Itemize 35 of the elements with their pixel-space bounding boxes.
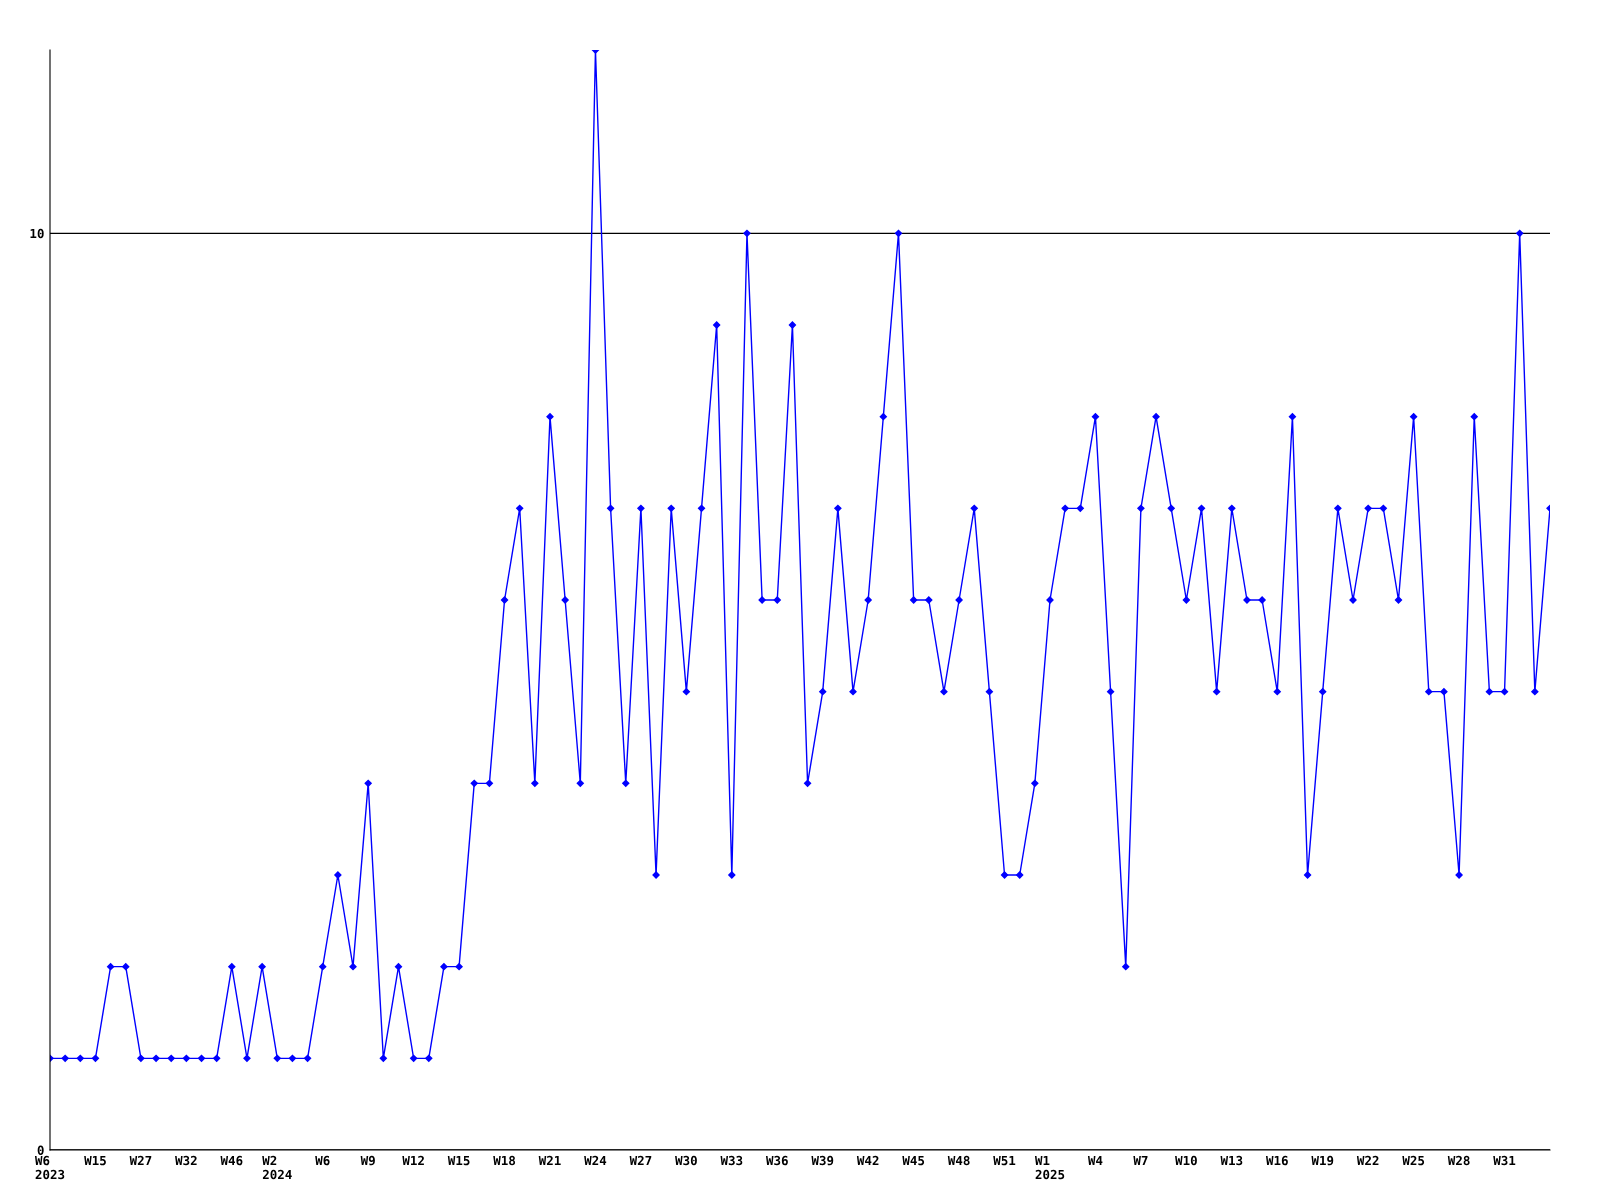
x-tick-label: W7 bbox=[1133, 1155, 1148, 1166]
x-tick-label: W27 bbox=[629, 1155, 652, 1166]
y-tick-label: 0 bbox=[37, 1145, 44, 1155]
x-tick-label: W6 bbox=[315, 1155, 330, 1166]
x-tick-label: W30 bbox=[675, 1155, 697, 1166]
x-tick-label: W21 bbox=[538, 1155, 561, 1166]
x-tick-label: W46 bbox=[220, 1155, 243, 1166]
x-tick-label: W1 2025 bbox=[1034, 1155, 1065, 1180]
x-tick-label: W32 bbox=[175, 1155, 197, 1166]
x-tick-label: W18 bbox=[493, 1155, 516, 1166]
x-tick-label: W9 bbox=[360, 1155, 375, 1166]
x-tick-label: W13 bbox=[1220, 1155, 1243, 1166]
x-tick-label: W28 bbox=[1447, 1155, 1470, 1166]
x-tick-label: W15 bbox=[447, 1155, 470, 1166]
x-tick-label: W10 bbox=[1175, 1155, 1197, 1166]
x-tick-label: W51 bbox=[993, 1155, 1016, 1166]
x-tick-label: W4 bbox=[1087, 1155, 1103, 1166]
x-tick-label: W6 2023 bbox=[34, 1155, 65, 1180]
x-tick-label: W45 bbox=[902, 1155, 925, 1166]
x-tick-label: W22 bbox=[1356, 1155, 1379, 1166]
x-tick-label: W2 2024 bbox=[262, 1155, 292, 1180]
x-tick-label: W16 bbox=[1265, 1155, 1288, 1166]
y-tick-label: 10 bbox=[30, 228, 44, 239]
x-tick-label: W15 bbox=[84, 1155, 106, 1166]
x-tick-label: W24 bbox=[584, 1155, 607, 1166]
x-tick-label: W39 bbox=[811, 1155, 834, 1166]
x-tick-label: W42 bbox=[856, 1155, 879, 1166]
x-tick-label: W48 bbox=[947, 1155, 970, 1166]
x-tick-label: W25 bbox=[1402, 1155, 1425, 1166]
x-tick-label: W36 bbox=[765, 1155, 788, 1166]
x-tick-label: W27 bbox=[129, 1155, 152, 1166]
x-tick-label: W19 bbox=[1311, 1155, 1334, 1166]
x-tick-label: W31 bbox=[1493, 1155, 1516, 1166]
x-tick-label: W33 bbox=[720, 1155, 743, 1166]
x-tick-label: W12 bbox=[402, 1155, 424, 1166]
